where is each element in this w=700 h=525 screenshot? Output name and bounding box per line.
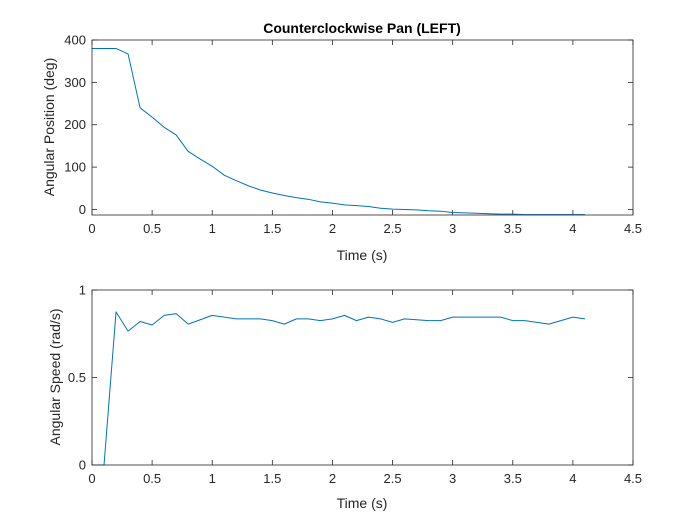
position-xtick-label: 4.5 — [624, 221, 642, 236]
speed-xtick-label: 4 — [569, 471, 576, 486]
speed-series-line — [92, 311, 585, 466]
speed-ytick-label: 0.5 — [68, 370, 86, 385]
speed-ytick-label: 1 — [79, 283, 86, 298]
position-plot-xlabel: Time (s) — [337, 247, 388, 263]
position-xtick-label: 0 — [88, 221, 95, 236]
speed-plot-frame — [91, 289, 634, 466]
speed-plot-ylabel: Angular Speed (rad/s) — [47, 309, 63, 446]
speed-xtick-label: 3.5 — [504, 471, 522, 486]
speed-plot-xlabel: Time (s) — [337, 495, 388, 511]
position-plot-title: Counterclockwise Pan (LEFT) — [263, 20, 461, 36]
position-xtick-label: 3.5 — [504, 221, 522, 236]
speed-xtick-label: 2.5 — [384, 471, 402, 486]
speed-xtick-label: 1.5 — [263, 471, 281, 486]
position-xtick-label: 1.5 — [263, 221, 281, 236]
speed-xtick-label: 2 — [329, 471, 336, 486]
speed-xtick-label: 0 — [88, 471, 95, 486]
speed-ytick-label: 0 — [79, 458, 86, 473]
speed-xtick-label: 4.5 — [624, 471, 642, 486]
position-series-line — [92, 47, 585, 216]
speed-xtick-label: 3 — [449, 471, 456, 486]
position-ytick-label: 400 — [64, 33, 86, 48]
position-xtick-label: 2.5 — [384, 221, 402, 236]
position-xtick-label: 3 — [449, 221, 456, 236]
position-xtick-label: 1 — [209, 221, 216, 236]
position-plot: 0 0.5 1 1.5 2 2.5 3 3.5 4 4.5 0 100 200 300 400 Counte… — [41, 20, 642, 263]
position-ytick-label: 100 — [64, 160, 86, 175]
speed-plot: 0 0.5 1 1.5 2 2.5 3 3.5 4 4.5 0 0.5 1 Time (s) Angul… — [47, 283, 642, 512]
speed-xtick-label: 1 — [209, 471, 216, 486]
position-ytick-label: 200 — [64, 117, 86, 132]
position-ytick-label: 300 — [64, 75, 86, 90]
position-xtick-label: 2 — [329, 221, 336, 236]
position-plot-ylabel: Angular Position (deg) — [41, 58, 57, 197]
position-ytick-label: 0 — [79, 202, 86, 217]
speed-xtick-label: 0.5 — [143, 471, 161, 486]
position-plot-frame — [91, 39, 634, 216]
position-xtick-label: 4 — [569, 221, 576, 236]
position-xtick-label: 0.5 — [143, 221, 161, 236]
